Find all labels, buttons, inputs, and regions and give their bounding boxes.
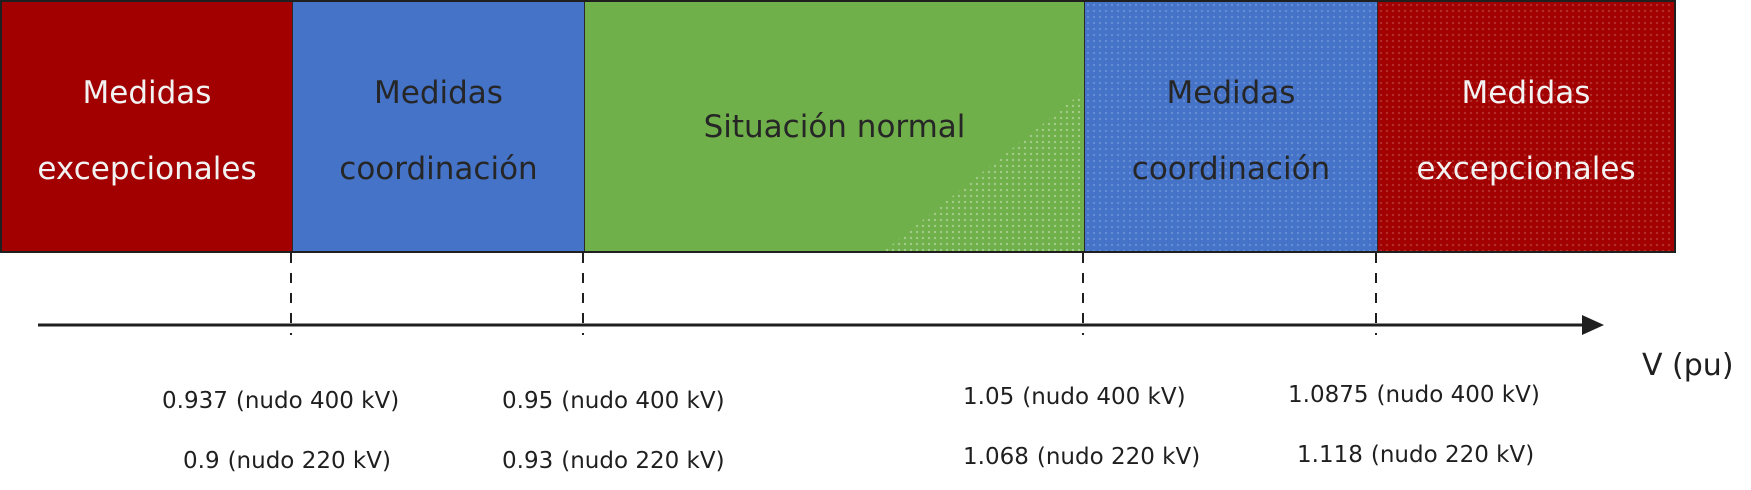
threshold-3-row1: 1.05 (nudo 400 kV)	[963, 384, 1186, 410]
band-label: Medidas coordinación	[339, 75, 538, 187]
threshold-node: (nudo 400 kV)	[235, 388, 400, 414]
threshold-node: (nudo 400 kV)	[1376, 382, 1540, 408]
axis-label: V (pu)	[1642, 348, 1734, 383]
threshold-value: 0.95	[502, 388, 554, 414]
threshold-node: (nudo 220 kV)	[227, 448, 391, 474]
threshold-2-row1: 0.95 (nudo 400 kV)	[502, 388, 725, 414]
threshold-2-row2: 0.93 (nudo 220 kV)	[502, 448, 725, 474]
threshold-value: 0.937	[162, 388, 228, 414]
threshold-4-row2: 1.118 (nudo 220 kV)	[1297, 442, 1534, 468]
threshold-value: 0.93	[502, 448, 554, 474]
band-label: Medidas excepcionales	[37, 75, 257, 187]
threshold-value: 1.118	[1297, 442, 1363, 468]
voltage-band-bar: Medidas excepcionales Medidas coordinaci…	[0, 0, 1676, 253]
threshold-node: (nudo 220 kV)	[561, 448, 725, 474]
band-coordination-high: Medidas coordinación	[1085, 2, 1378, 251]
threshold-value: 1.0875	[1288, 382, 1369, 408]
threshold-1-row1: 0.937 (nudo 400 kV)	[162, 388, 399, 414]
threshold-node: (nudo 400 kV)	[1022, 384, 1186, 410]
threshold-node: (nudo 220 kV)	[1036, 444, 1201, 470]
band-normal: Situación normal	[585, 2, 1085, 251]
axis-arrowhead-icon	[1582, 315, 1604, 335]
threshold-node: (nudo 400 kV)	[561, 388, 725, 414]
threshold-node: (nudo 220 kV)	[1370, 442, 1535, 468]
band-exceptional-low: Medidas excepcionales	[2, 2, 293, 251]
threshold-3-row2: 1.068 (nudo 220 kV)	[963, 444, 1200, 470]
threshold-value: 1.068	[963, 444, 1029, 470]
band-label: Situación normal	[703, 109, 966, 145]
band-label: Medidas coordinación	[1131, 75, 1331, 187]
band-exceptional-high: Medidas excepcionales	[1378, 2, 1674, 251]
band-coordination-low: Medidas coordinación	[293, 2, 585, 251]
threshold-value: 1.05	[963, 384, 1015, 410]
threshold-1-row2: 0.9 (nudo 220 kV)	[183, 448, 391, 474]
threshold-4-row1: 1.0875 (nudo 400 kV)	[1288, 382, 1540, 408]
threshold-value: 0.9	[183, 448, 220, 474]
band-label: Medidas excepcionales	[1416, 75, 1636, 187]
